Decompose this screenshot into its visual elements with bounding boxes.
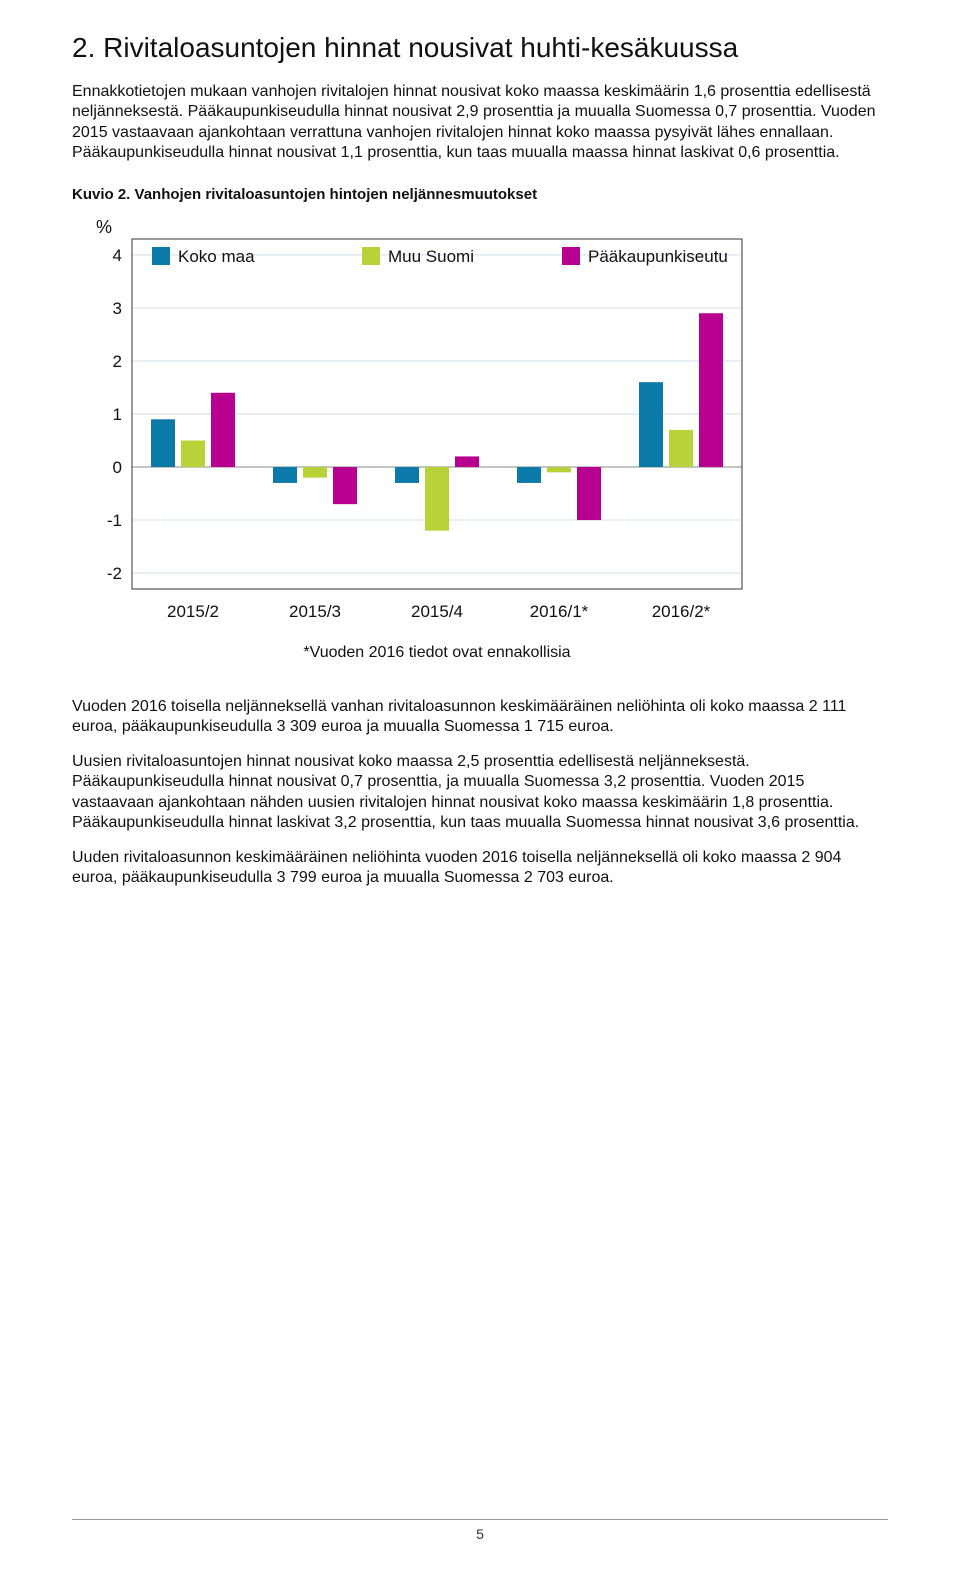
svg-text:2: 2 <box>113 352 122 371</box>
bar-chart-svg: -2 -1 0 1 2 3 4% 2015/2 2015/3 2015/4 2016/1* 2016/… <box>72 209 762 679</box>
footer-rule <box>72 1519 888 1520</box>
svg-text:-1: -1 <box>107 511 122 530</box>
svg-text:Koko maa: Koko maa <box>178 247 255 266</box>
svg-text:4: 4 <box>113 246 122 265</box>
svg-text:*Vuoden 2016 tiedot ovat ennak: *Vuoden 2016 tiedot ovat ennakollisia <box>303 644 570 661</box>
svg-text:-2: -2 <box>107 564 122 583</box>
svg-text:Muu Suomi: Muu Suomi <box>388 247 474 266</box>
svg-text:2015/2: 2015/2 <box>167 602 219 621</box>
figure-caption: Kuvio 2. Vanhojen rivitaloasuntojen hint… <box>72 186 888 203</box>
svg-text:3: 3 <box>113 299 122 318</box>
document-page: 2. Rivitaloasuntojen hinnat nousivat huh… <box>0 0 960 1572</box>
svg-text:Pääkaupunkiseutu: Pääkaupunkiseutu <box>588 247 728 266</box>
page-number: 5 <box>0 1526 960 1542</box>
section-heading: 2. Rivitaloasuntojen hinnat nousivat huh… <box>72 32 888 64</box>
paragraph-2: Vuoden 2016 toisella neljänneksellä vanh… <box>72 697 888 738</box>
paragraph-3: Uusien rivitaloasuntojen hinnat nousivat… <box>72 752 888 834</box>
svg-text:2015/4: 2015/4 <box>411 602 463 621</box>
paragraph-1: Ennakkotietojen mukaan vanhojen rivitalo… <box>72 82 888 164</box>
svg-text:2016/2*: 2016/2* <box>652 602 711 621</box>
svg-text:%: % <box>96 217 112 237</box>
figure-chart: -2 -1 0 1 2 3 4% 2015/2 2015/3 2015/4 2016/1* 2016/… <box>72 209 762 679</box>
svg-text:2015/3: 2015/3 <box>289 602 341 621</box>
paragraph-4: Uuden rivitaloasunnon keskimääräinen nel… <box>72 848 888 889</box>
svg-text:1: 1 <box>113 405 122 424</box>
svg-text:0: 0 <box>113 458 122 477</box>
svg-text:2016/1*: 2016/1* <box>530 602 589 621</box>
